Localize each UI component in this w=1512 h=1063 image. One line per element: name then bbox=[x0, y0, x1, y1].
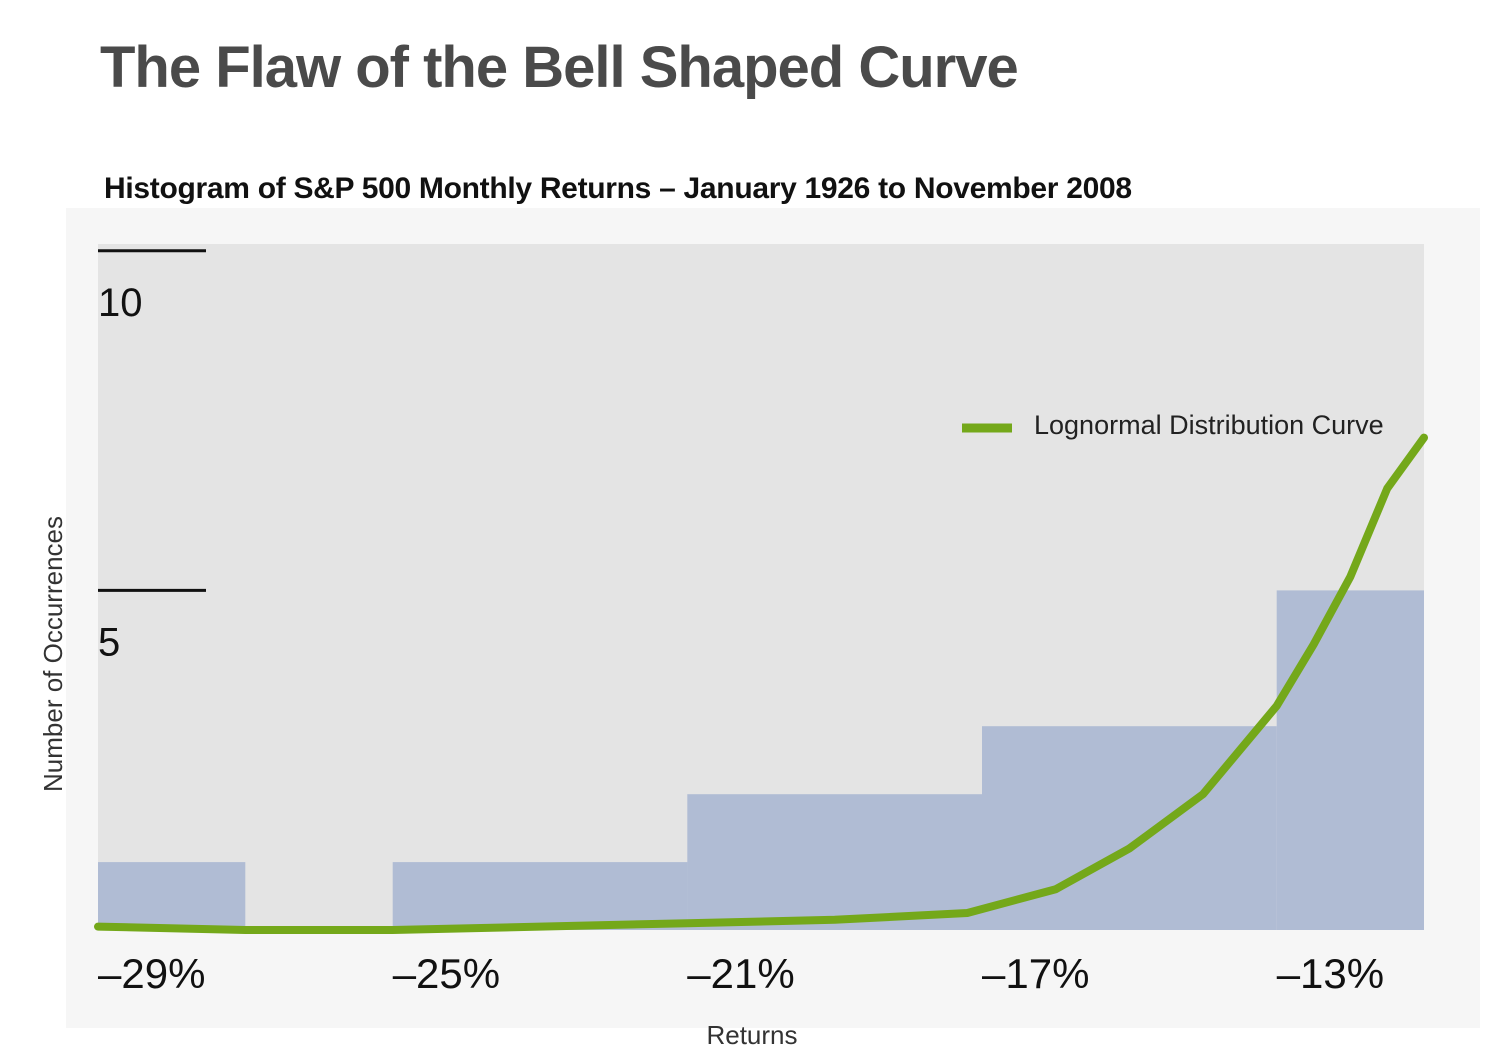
y-axis-label: Number of Occurrences bbox=[38, 516, 68, 792]
legend-label: Lognormal Distribution Curve bbox=[1034, 410, 1384, 440]
histogram-bar-5 bbox=[1276, 590, 1424, 930]
x-tick-label-0: –29% bbox=[98, 950, 205, 997]
histogram-bar-2 bbox=[392, 862, 688, 930]
x-tick-label-1: –25% bbox=[393, 950, 500, 997]
curve-layer bbox=[94, 433, 1428, 934]
lognormal-curve bbox=[94, 433, 1428, 934]
legend: Lognormal Distribution Curve bbox=[962, 410, 1384, 440]
x-tick-label-2: –21% bbox=[687, 950, 794, 997]
y-tick-label-10: 10 bbox=[98, 281, 143, 325]
x-tick-label-4: –13% bbox=[1277, 950, 1384, 997]
histogram-bar-3 bbox=[687, 794, 982, 930]
chart-title: Histogram of S&P 500 Monthly Returns – J… bbox=[104, 172, 1132, 205]
y-tick-label-5: 5 bbox=[98, 620, 120, 664]
histogram-bar-0 bbox=[98, 862, 246, 930]
x-ticks-layer: –29% –25% –21% –17% –13% bbox=[98, 950, 1384, 997]
x-tick-label-3: –17% bbox=[982, 950, 1089, 997]
page-title: The Flaw of the Bell Shaped Curve bbox=[100, 35, 1019, 100]
x-axis-label: Returns bbox=[706, 1020, 797, 1050]
y-ticks-layer: 10 5 bbox=[98, 249, 206, 664]
